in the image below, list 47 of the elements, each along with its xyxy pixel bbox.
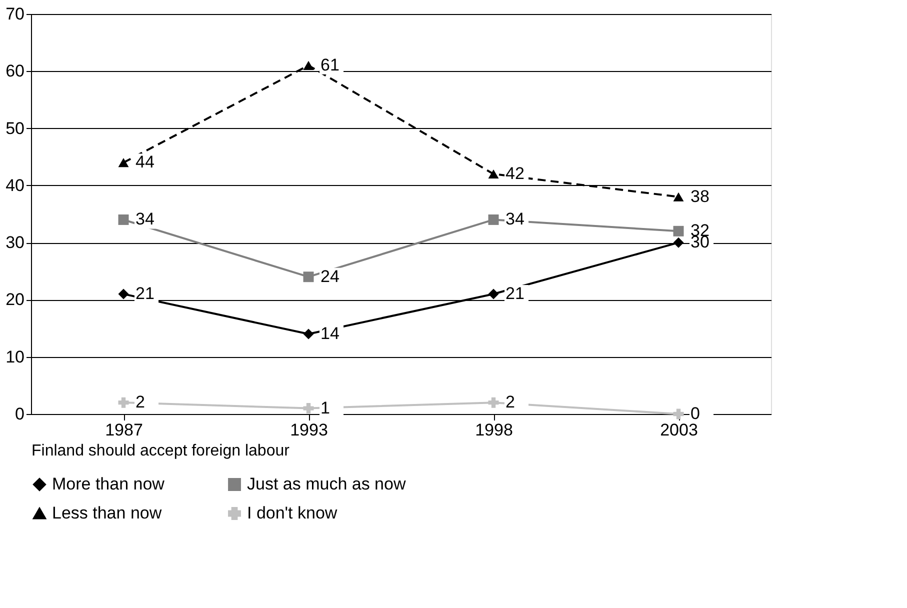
data-label: 14 [320, 324, 340, 343]
data-label: 1 [320, 398, 330, 418]
point [118, 288, 129, 300]
y-tick-label: 0 [15, 404, 24, 424]
point [488, 288, 499, 300]
legend-label: More than now [52, 474, 166, 494]
data-label: 34 [136, 210, 154, 229]
point [488, 397, 499, 408]
point [303, 272, 314, 282]
data-label: 21 [506, 284, 524, 303]
legend-label: I don't know [247, 504, 338, 522]
x-tick-label: 2003 [660, 420, 698, 440]
point [673, 408, 684, 420]
y-tick-label: 10 [6, 347, 24, 366]
data-label: 21 [136, 284, 154, 303]
x-tick-label: 1987 [105, 420, 143, 440]
legend-label: Just as much as now [247, 474, 406, 494]
data-label: 34 [506, 210, 524, 229]
data-label: 0 [690, 404, 700, 423]
point [673, 192, 684, 202]
x-tick-label: 1998 [475, 420, 513, 440]
data-label: 61 [320, 55, 340, 74]
point [488, 169, 499, 179]
legend-label: Less than now [52, 504, 162, 522]
data-label: 38 [690, 186, 710, 206]
point [488, 214, 499, 225]
y-tick-label: 50 [6, 118, 24, 138]
y-tick-label: 70 [6, 4, 24, 24]
data-label: 2 [506, 392, 515, 412]
point [303, 60, 314, 70]
point [118, 158, 129, 168]
data-label: 2 [136, 392, 145, 412]
x-tick-label: 1993 [290, 420, 328, 440]
data-label: 24 [320, 266, 340, 286]
x-axis-title: Finland should accept foreign labour [32, 442, 290, 460]
point [303, 328, 314, 340]
y-tick-label: 40 [6, 176, 24, 195]
point [673, 237, 684, 248]
point [118, 397, 129, 408]
point [118, 214, 129, 225]
point [303, 403, 314, 414]
y-tick-label: 60 [6, 62, 24, 81]
point [673, 226, 684, 236]
data-label: 44 [136, 152, 154, 172]
y-tick-label: 20 [6, 290, 24, 310]
data-label: 42 [506, 164, 524, 183]
y-tick-label: 30 [6, 233, 24, 252]
